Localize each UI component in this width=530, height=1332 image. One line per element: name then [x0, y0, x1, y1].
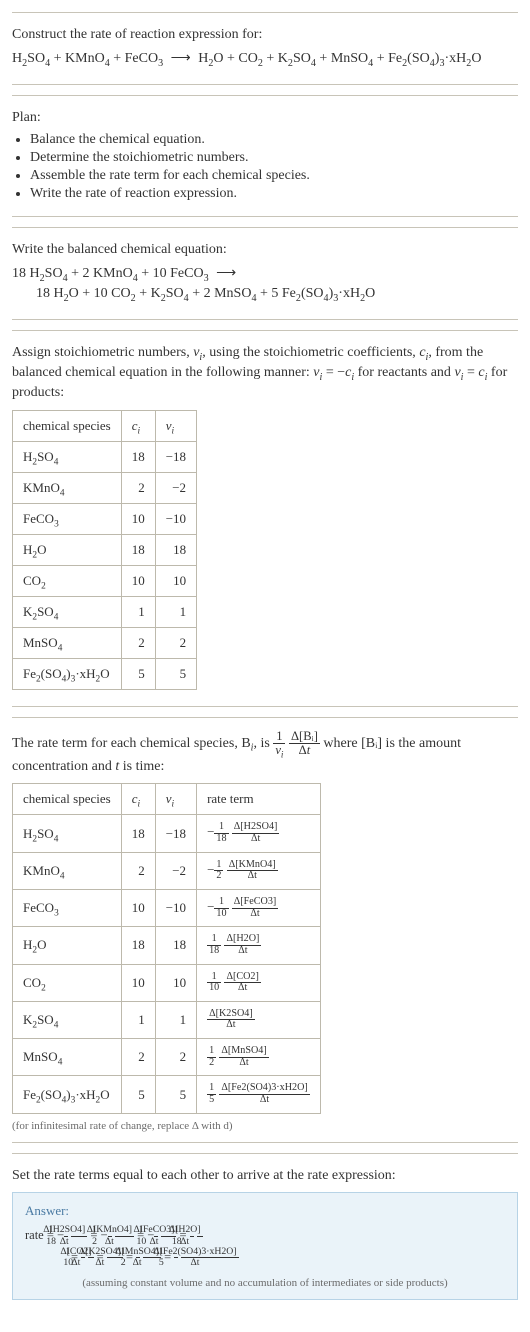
- table-row: CO21010110 Δ[CO2]Δt: [13, 964, 321, 1001]
- assign-intro: Assign stoichiometric numbers, νi, using…: [12, 343, 518, 404]
- table-row: KMnO42−2−12 Δ[KMnO4]Δt: [13, 852, 321, 889]
- balanced-section: Write the balanced chemical equation: 18…: [12, 227, 518, 320]
- answer-label: Answer:: [25, 1203, 505, 1219]
- stoich-section: Assign stoichiometric numbers, νi, using…: [12, 330, 518, 707]
- table-header: νi: [155, 410, 196, 441]
- arrow-icon: ⟶: [167, 51, 195, 66]
- table-row: CO21010: [13, 565, 197, 596]
- rate-expression: rate = −118 Δ[H2SO4]Δt = −12 Δ[KMnO4]Δt …: [25, 1225, 505, 1269]
- table-row: H2O1818118 Δ[H2O]Δt: [13, 927, 321, 964]
- table-row: K2SO411Δ[K2SO4]Δt: [13, 1001, 321, 1038]
- table-header: ci: [121, 784, 155, 815]
- plan-section: Plan: Balance the chemical equation. Dete…: [12, 95, 518, 217]
- plan-item: Determine the stoichiometric numbers.: [30, 150, 518, 166]
- table-row: K2SO411: [13, 596, 197, 627]
- rate-note: (for infinitesimal rate of change, repla…: [12, 1120, 518, 1132]
- table-header: νi: [155, 784, 196, 815]
- table-row: MnSO422: [13, 627, 197, 658]
- balanced-title: Write the balanced chemical equation:: [12, 240, 518, 260]
- table-header: ci: [121, 410, 155, 441]
- balanced-equation: 18 H2SO4 + 2 KMnO4 + 10 FeCO3 ⟶ 18 H2O +…: [12, 264, 518, 305]
- plan-item: Balance the chemical equation.: [30, 132, 518, 148]
- rate-term-section: The rate term for each chemical species,…: [12, 717, 518, 1143]
- table-row: KMnO42−2: [13, 472, 197, 503]
- table-header: chemical species: [13, 784, 122, 815]
- table-row: FeCO310−10: [13, 503, 197, 534]
- table-row: H2SO418−18: [13, 441, 197, 472]
- unbalanced-equation: H2SO4 + KMnO4 + FeCO3 ⟶ H2O + CO2 + K2SO…: [12, 49, 518, 69]
- table-row: FeCO310−10−110 Δ[FeCO3]Δt: [13, 889, 321, 926]
- rate-term-intro: The rate term for each chemical species,…: [12, 730, 518, 778]
- prompt-section: Construct the rate of reaction expressio…: [12, 12, 518, 85]
- stoich-table: chemical speciesciνiH2SO418−18KMnO42−2Fe…: [12, 410, 197, 690]
- answer-box: Answer: rate = −118 Δ[H2SO4]Δt = −12 Δ[K…: [12, 1192, 518, 1300]
- table-row: Fe2(SO4)3·xH2O55: [13, 658, 197, 689]
- table-row: Fe2(SO4)3·xH2O5515 Δ[Fe2(SO4)3·xH2O]Δt: [13, 1076, 321, 1113]
- plan-item: Write the rate of reaction expression.: [30, 186, 518, 202]
- plan-item: Assemble the rate term for each chemical…: [30, 168, 518, 184]
- arrow-icon: ⟶: [212, 266, 240, 281]
- table-header: chemical species: [13, 410, 122, 441]
- final-section: Set the rate terms equal to each other t…: [12, 1153, 518, 1310]
- plan-title: Plan:: [12, 108, 518, 128]
- plan-list: Balance the chemical equation. Determine …: [12, 132, 518, 202]
- assumption-note: (assuming constant volume and no accumul…: [25, 1277, 505, 1289]
- table-row: H2SO418−18−118 Δ[H2SO4]Δt: [13, 815, 321, 852]
- table-row: MnSO42212 Δ[MnSO4]Δt: [13, 1039, 321, 1076]
- final-lead: Set the rate terms equal to each other t…: [12, 1166, 518, 1186]
- table-header: rate term: [197, 784, 321, 815]
- table-row: H2O1818: [13, 534, 197, 565]
- prompt-text: Construct the rate of reaction expressio…: [12, 25, 518, 45]
- rate-term-table: chemical speciesciνirate termH2SO418−18−…: [12, 783, 321, 1113]
